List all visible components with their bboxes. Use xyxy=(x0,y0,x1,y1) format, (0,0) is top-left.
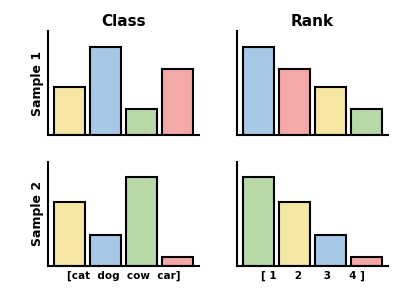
Bar xyxy=(351,257,382,266)
Bar xyxy=(54,87,85,135)
X-axis label: [ 1     2      3     4 ]: [ 1 2 3 4 ] xyxy=(260,271,364,281)
Y-axis label: Sample 1: Sample 1 xyxy=(31,50,44,116)
Bar xyxy=(279,202,310,266)
Bar xyxy=(126,177,157,266)
Bar xyxy=(162,257,193,266)
Bar xyxy=(279,69,310,135)
Bar xyxy=(54,202,85,266)
Y-axis label: Sample 2: Sample 2 xyxy=(31,181,44,246)
Bar xyxy=(351,109,382,135)
Bar xyxy=(126,109,157,135)
Bar xyxy=(315,235,346,266)
Bar xyxy=(90,47,121,135)
Bar xyxy=(243,177,274,266)
Bar xyxy=(90,235,121,266)
Title: Class: Class xyxy=(101,14,146,29)
Bar xyxy=(243,47,274,135)
Bar xyxy=(162,69,193,135)
Bar xyxy=(315,87,346,135)
X-axis label: [cat  dog  cow  car]: [cat dog cow car] xyxy=(67,271,180,281)
Title: Rank: Rank xyxy=(291,14,334,29)
